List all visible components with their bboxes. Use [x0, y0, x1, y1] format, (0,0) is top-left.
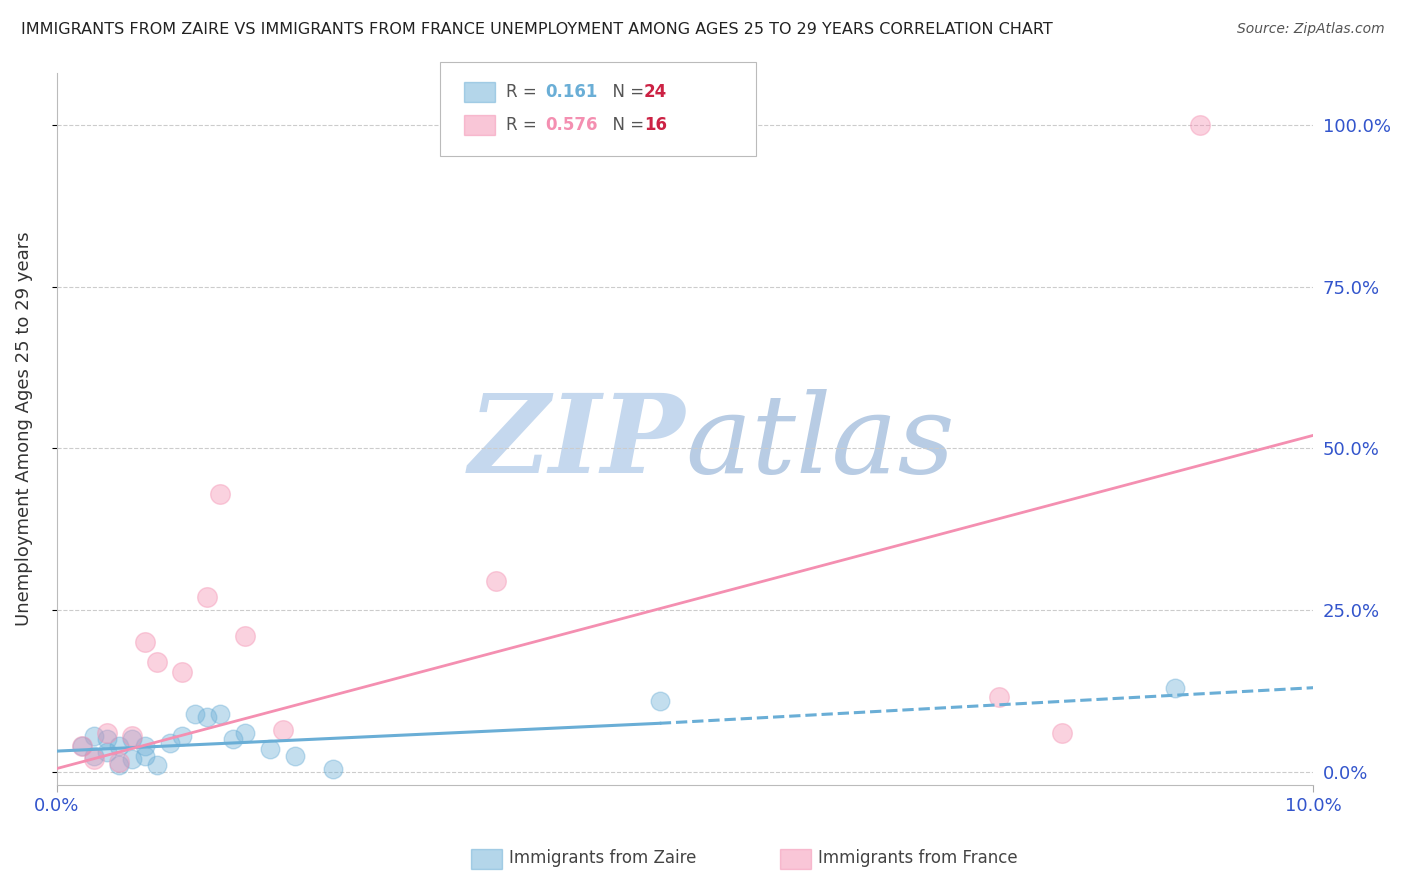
Text: ZIP: ZIP	[468, 389, 685, 497]
Point	[83, 752, 105, 766]
Point	[233, 726, 256, 740]
Text: R =: R =	[506, 83, 543, 101]
Text: R =: R =	[506, 116, 543, 134]
Point	[208, 706, 231, 721]
Point	[1164, 681, 1187, 695]
Point	[83, 748, 105, 763]
Point	[284, 748, 307, 763]
Point	[197, 710, 219, 724]
Point	[146, 655, 169, 669]
Text: atlas: atlas	[685, 389, 955, 497]
Point	[259, 742, 281, 756]
Point	[96, 732, 118, 747]
Point	[322, 762, 344, 776]
Point	[134, 748, 156, 763]
Text: N =: N =	[602, 116, 650, 134]
Point	[271, 723, 294, 737]
Point	[96, 726, 118, 740]
Text: Immigrants from France: Immigrants from France	[818, 849, 1018, 867]
Point	[172, 729, 194, 743]
Text: 0.576: 0.576	[546, 116, 598, 134]
Point	[83, 729, 105, 743]
Point	[121, 732, 143, 747]
Point	[988, 690, 1011, 705]
Text: N =: N =	[602, 83, 650, 101]
Point	[233, 629, 256, 643]
Point	[485, 574, 508, 588]
Point	[108, 758, 131, 772]
Point	[134, 635, 156, 649]
Text: 16: 16	[644, 116, 666, 134]
Point	[108, 755, 131, 769]
Point	[221, 732, 243, 747]
Point	[159, 736, 181, 750]
Point	[1189, 118, 1212, 132]
Point	[172, 665, 194, 679]
Point	[1050, 726, 1073, 740]
Text: 0.161: 0.161	[546, 83, 598, 101]
Point	[121, 729, 143, 743]
Point	[96, 745, 118, 759]
Point	[108, 739, 131, 753]
Text: 24: 24	[644, 83, 668, 101]
Text: Immigrants from Zaire: Immigrants from Zaire	[509, 849, 696, 867]
Point	[208, 486, 231, 500]
Point	[146, 758, 169, 772]
Y-axis label: Unemployment Among Ages 25 to 29 years: Unemployment Among Ages 25 to 29 years	[15, 232, 32, 626]
Point	[70, 739, 93, 753]
Text: IMMIGRANTS FROM ZAIRE VS IMMIGRANTS FROM FRANCE UNEMPLOYMENT AMONG AGES 25 TO 29: IMMIGRANTS FROM ZAIRE VS IMMIGRANTS FROM…	[21, 22, 1053, 37]
Point	[648, 693, 671, 707]
Point	[121, 752, 143, 766]
Point	[197, 590, 219, 604]
Point	[134, 739, 156, 753]
Text: Source: ZipAtlas.com: Source: ZipAtlas.com	[1237, 22, 1385, 37]
Point	[184, 706, 207, 721]
Point	[70, 739, 93, 753]
